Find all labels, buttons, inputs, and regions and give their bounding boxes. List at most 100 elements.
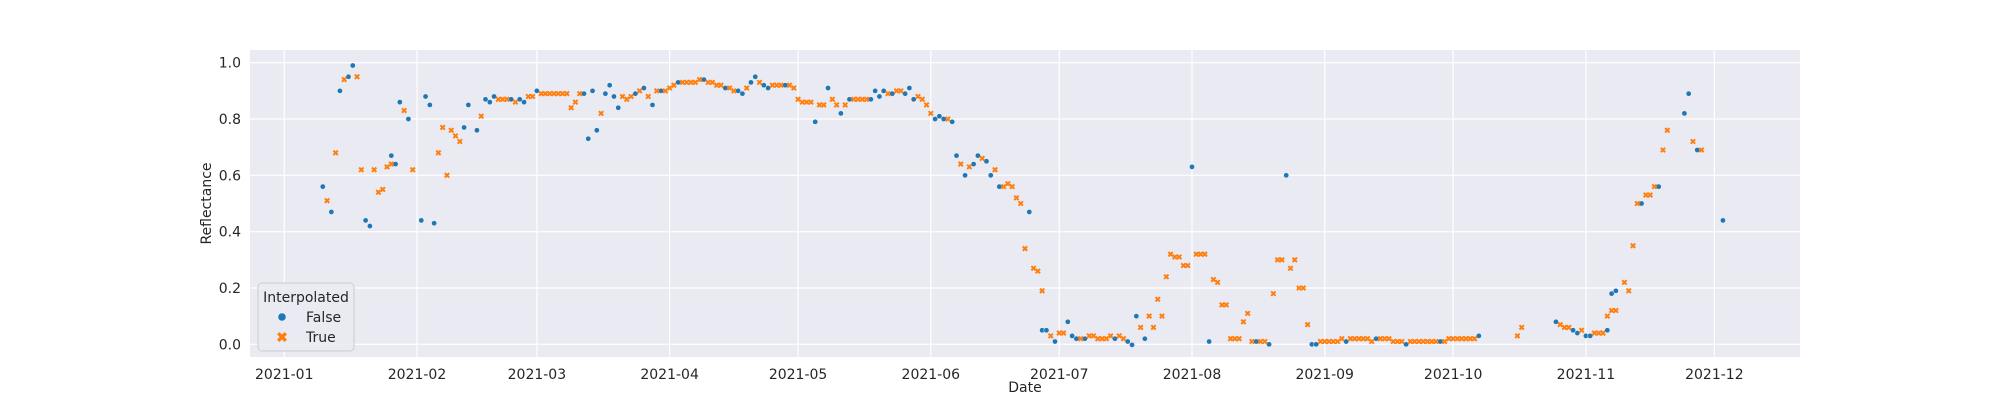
data-point — [1334, 338, 1341, 345]
data-point — [983, 158, 990, 165]
x-tick-label: 2021-05 — [769, 367, 828, 383]
data-point — [1261, 338, 1268, 345]
data-point — [743, 85, 750, 91]
data-point — [1223, 301, 1230, 308]
data-point — [1441, 338, 1448, 345]
data-point — [1612, 307, 1619, 314]
data-point — [1514, 332, 1521, 339]
data-point — [829, 96, 836, 103]
data-point — [1651, 183, 1658, 190]
data-point — [1279, 256, 1285, 263]
data-point — [1313, 341, 1319, 348]
data-point — [341, 76, 348, 83]
data-point — [1210, 276, 1217, 283]
data-point — [730, 87, 737, 94]
legend-marker — [276, 331, 288, 343]
data-point — [692, 79, 699, 86]
data-point — [319, 183, 326, 190]
data-point — [594, 127, 600, 134]
data-point — [1082, 335, 1088, 342]
data-point — [670, 82, 677, 89]
data-point — [966, 163, 973, 170]
data-point — [1638, 200, 1645, 207]
data-point — [598, 110, 605, 117]
data-point — [371, 166, 378, 173]
data-point — [889, 90, 896, 97]
data-point — [534, 88, 540, 94]
data-point — [589, 88, 596, 94]
data-point — [641, 85, 647, 91]
data-point — [1236, 335, 1242, 342]
data-point — [1518, 324, 1525, 331]
plot-area — [250, 50, 1800, 357]
data-point — [568, 104, 575, 111]
data-point — [409, 166, 416, 173]
x-tick-label: 2021-10 — [1424, 367, 1483, 383]
x-axis-ticks: 2021-01 2021-02 2021-03 2021-04 2021-05 2021-… — [255, 367, 1744, 383]
data-point — [1017, 200, 1024, 207]
data-point — [422, 93, 429, 100]
data-point — [439, 124, 446, 131]
data-point — [927, 110, 934, 117]
data-point — [1206, 338, 1212, 345]
data-point — [953, 152, 960, 159]
data-point — [761, 82, 767, 89]
data-point — [375, 189, 382, 196]
data-point — [1249, 338, 1255, 345]
data-point — [1694, 147, 1701, 153]
data-point — [478, 113, 485, 120]
data-point — [812, 119, 818, 125]
legend-entry-true: True — [276, 330, 336, 346]
data-point — [868, 96, 874, 103]
data-point — [992, 166, 998, 173]
data-point — [1124, 338, 1131, 345]
data-point — [756, 79, 763, 86]
legend-marker — [277, 312, 287, 322]
data-point — [615, 104, 622, 111]
data-point — [957, 161, 964, 167]
y-tick-label: 0.8 — [219, 112, 241, 128]
data-point — [645, 93, 652, 100]
data-point — [825, 85, 831, 91]
data-point — [722, 85, 729, 91]
data-point — [1604, 313, 1611, 320]
data-point — [1060, 330, 1067, 336]
data-point — [1133, 313, 1140, 319]
data-point — [833, 102, 840, 108]
data-point — [345, 73, 352, 80]
data-point — [1291, 256, 1298, 263]
data-point — [1154, 296, 1161, 303]
data-point — [662, 87, 669, 94]
data-point — [919, 96, 926, 103]
data-point — [367, 223, 373, 229]
data-point — [491, 93, 497, 100]
data-point — [1373, 335, 1379, 342]
data-point — [1634, 200, 1641, 207]
data-point — [405, 116, 412, 122]
x-tick-label: 2021-07 — [1030, 367, 1089, 383]
data-point — [872, 88, 878, 94]
data-point — [962, 172, 968, 179]
data-point — [1116, 332, 1123, 339]
legend-entries: False True — [276, 310, 341, 346]
data-point — [1647, 192, 1654, 198]
data-point — [1578, 327, 1585, 334]
data-point — [1214, 279, 1221, 286]
data-point — [649, 102, 656, 108]
data-point — [358, 166, 365, 173]
data-point — [945, 116, 951, 122]
data-point — [602, 90, 609, 97]
data-point — [1163, 273, 1170, 280]
y-tick-label: 0.2 — [219, 281, 241, 297]
data-point — [427, 102, 433, 108]
data-point — [516, 96, 523, 103]
data-point — [975, 152, 981, 159]
data-point — [397, 99, 403, 105]
data-point — [658, 88, 664, 94]
data-point — [795, 96, 801, 103]
data-point — [392, 161, 399, 167]
legend-title: Interpolated — [263, 290, 349, 306]
data-point — [653, 87, 660, 94]
data-point — [1034, 268, 1041, 274]
